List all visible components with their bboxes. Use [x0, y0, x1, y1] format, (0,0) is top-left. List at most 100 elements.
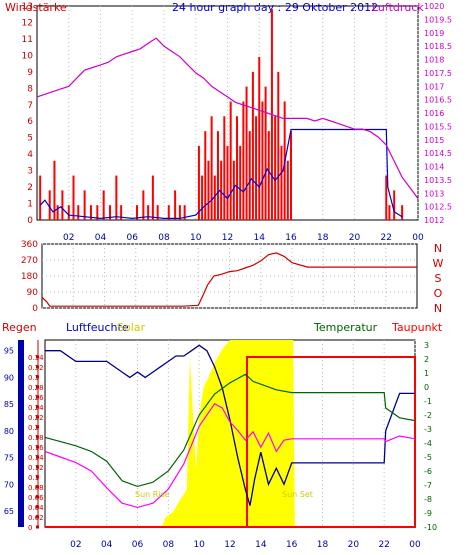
x-tick-label: 14	[254, 233, 266, 243]
climate-x-ticks: 02 04 06 08 10 12 14 16 18 20 22 00	[70, 540, 421, 550]
rain-tick-label: 0.1	[28, 474, 39, 482]
wind-tick-label: 1	[27, 200, 33, 210]
x-tick-label: 20	[348, 540, 360, 550]
pressure-tick-label: 1020	[424, 2, 444, 11]
temperature-tick-label: -10	[424, 523, 437, 532]
wind-tick-label: 13	[22, 2, 33, 12]
temperature-line	[44, 373, 416, 488]
x-tick-label: 08	[163, 540, 175, 550]
x-tick-label: 20	[349, 233, 361, 243]
x-tick-label: 02	[70, 540, 81, 550]
dewpoint-axis-title: Taupunkt	[391, 321, 443, 334]
wind-direction-line	[41, 252, 417, 307]
rain-tick-label: 0.12	[28, 464, 44, 472]
temperature-tick-label: 1	[424, 369, 429, 378]
wind-tick-label: 4	[27, 150, 33, 160]
wind-tick-label: 2	[27, 183, 33, 193]
temperature-tick-label: -4	[424, 439, 432, 448]
temperature-tick-label: -5	[424, 453, 432, 462]
rain-tick-label: 0.18	[28, 434, 44, 442]
wind-pressure-series	[36, 9, 419, 220]
wind-tick-label: 3	[27, 167, 33, 177]
temperature-axis-title: Temperatur	[313, 321, 378, 334]
wind-direction-series	[41, 252, 417, 307]
pressure-tick-label: 1013	[424, 189, 444, 198]
pressure-tick-label: 1019	[424, 29, 444, 38]
compass-label: W	[433, 257, 444, 270]
rain-axis-title: Regen	[2, 321, 37, 334]
x-tick-label: 16	[286, 540, 298, 550]
temperature-tick-label: -8	[424, 495, 432, 504]
direction-tick-label: 360	[21, 240, 38, 250]
wind-pressure-x-ticks: 02 04 06 08 10 12 14 16 18 20 22 00	[63, 233, 424, 243]
pressure-tick-label: 1015	[424, 136, 444, 145]
temperature-tick-label: -9	[424, 509, 432, 518]
rain-tick-label: 0	[28, 524, 32, 532]
humidity-tick-label: 75	[4, 454, 14, 463]
x-tick-label: 22	[378, 540, 389, 550]
x-tick-label: 12	[222, 233, 233, 243]
pressure-tick-label: 1016	[424, 109, 444, 118]
wind-tick-label: 0	[27, 216, 33, 226]
wind-tick-label: 9	[27, 68, 33, 78]
compass-label: S	[435, 272, 442, 285]
dewpoint-line	[44, 403, 416, 509]
rain-tick-label: 0.3	[28, 374, 39, 382]
x-tick-label: 04	[101, 540, 113, 550]
x-tick-label: 06	[132, 540, 144, 550]
pressure-tick-label: 1014.5	[424, 149, 452, 158]
compass-label: N	[434, 302, 442, 315]
temperature-tick-label: 2	[424, 355, 429, 364]
x-tick-label: 02	[63, 233, 74, 243]
direction-tick-label: 0	[32, 304, 38, 314]
direction-tick-label: 180	[21, 272, 38, 282]
humidity-tick-label: 90	[4, 373, 14, 382]
rain-tick-label: 0.28	[28, 384, 44, 392]
direction-tick-label: 90	[27, 288, 39, 298]
pressure-tick-label: 1018	[424, 56, 444, 65]
pressure-tick-label: 1017.5	[424, 69, 452, 78]
chart-title: 24 hour graph day : 29 Oktober 2012	[172, 1, 378, 14]
x-tick-label: 18	[317, 233, 329, 243]
x-tick-label: 16	[285, 233, 297, 243]
x-tick-label: 12	[224, 540, 235, 550]
wind-average-line	[39, 128, 403, 220]
temperature-tick-label: -2	[424, 411, 432, 420]
x-tick-label: 06	[127, 233, 139, 243]
humidity-axis-bar	[18, 340, 24, 527]
pressure-axis-title: Luftdruck	[372, 1, 424, 14]
wind-tick-label: 10	[22, 51, 34, 61]
pressure-tick-label: 1016.5	[424, 96, 452, 105]
compass-label: O	[434, 287, 443, 300]
x-tick-label: 04	[95, 233, 107, 243]
humidity-tick-label: 95	[4, 347, 14, 356]
pressure-tick-label: 1018.5	[424, 42, 452, 51]
temperature-tick-label: -3	[424, 425, 432, 434]
wind-direction-grid	[42, 243, 417, 309]
temperature-tick-label: -6	[424, 467, 432, 476]
compass-label: N	[434, 242, 442, 255]
pressure-line	[36, 37, 419, 199]
x-tick-label: 18	[317, 540, 329, 550]
climate-series	[44, 340, 416, 528]
sunrise-label: Sun Rise	[135, 490, 170, 499]
pressure-tick-label: 1017	[424, 82, 444, 91]
wind-tick-label: 7	[27, 101, 33, 111]
humidity-axis-title: Luftfeuchte	[66, 321, 129, 334]
rain-line	[45, 356, 416, 528]
pressure-tick-label: 1014	[424, 163, 444, 172]
solar-axis-title: Solar	[117, 321, 146, 334]
pressure-tick-label: 1012.5	[424, 203, 452, 212]
x-tick-label: 08	[158, 233, 170, 243]
rain-tick-label: 0.08	[28, 484, 44, 492]
solar-area	[45, 340, 415, 527]
humidity-tick-label: 85	[4, 400, 14, 409]
wind-tick-label: 6	[27, 117, 33, 127]
rain-tick-label: 0.22	[28, 414, 44, 422]
humidity-tick-label: 70	[4, 480, 14, 489]
rain-tick-label: 0.2	[28, 424, 39, 432]
pressure-axis-ticks: 1012 1012.5 1013 1013.5 1014 1014.5 1015 1015.5…	[424, 2, 452, 225]
x-tick-label: 10	[193, 540, 205, 550]
